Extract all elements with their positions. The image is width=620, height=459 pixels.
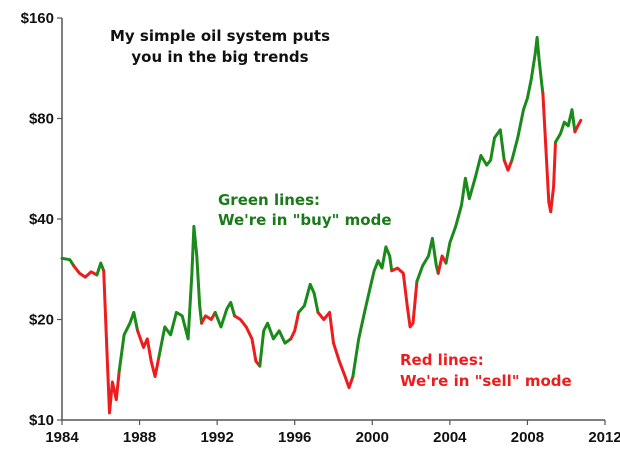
y-tick-label: $160 [21,10,54,27]
buy-mode-segment [351,245,394,378]
sell-mode-segment [72,264,99,279]
price-series [60,35,583,415]
y-tick-label: $10 [29,412,54,429]
headline-line-2: you in the big trends [131,48,308,66]
sell-mode-segment [233,314,262,368]
buy-mode-segment [444,128,506,265]
buy-mode-segment [157,224,204,358]
x-tick-label: 1984 [45,429,79,446]
x-tick-label: 1996 [278,429,311,446]
buy-mode-segment [510,35,545,162]
headline-line-1: My simple oil system puts [110,27,330,45]
sell-legend-title: Red lines: [400,351,484,369]
sell-mode-segment [136,329,161,378]
x-tick-label: 2004 [433,429,467,446]
x-axis-ticks: 1984 1988 1992 1996 2000 2004 2008 2012 [45,420,620,446]
x-tick-label: 2000 [356,429,389,446]
buy-legend-text: We're in "buy" mode [218,211,392,229]
sell-mode-segment [436,254,448,275]
sell-mode-segment [573,118,583,134]
y-tick-label: $40 [29,211,54,228]
buy-mode-segment [297,282,320,314]
sell-mode-segment [541,92,557,214]
buy-mode-segment [213,300,237,329]
buy-mode-segment [95,261,106,277]
sell-mode-segment [316,310,355,390]
x-tick-label: 1992 [200,429,233,446]
y-axis-ticks: $10 $20 $40 $80 $160 [21,10,62,429]
sell-mode-segment [289,310,301,341]
x-tick-label: 2012 [588,429,620,446]
sell-mode-segment [200,310,217,325]
sell-mode-segment [390,266,419,329]
buy-mode-segment [554,108,577,144]
sell-legend-text: We're in "sell" mode [400,372,572,390]
x-tick-label: 2008 [511,429,544,446]
y-tick-label: $80 [29,111,54,128]
sell-mode-segment [502,158,514,172]
x-tick-label: 1988 [123,429,156,446]
y-tick-label: $20 [29,312,54,329]
sell-mode-segment [102,269,121,415]
buy-mode-segment [117,310,140,373]
buy-legend-title: Green lines: [218,191,320,209]
buy-mode-segment [415,236,440,283]
buy-mode-segment [60,256,76,268]
buy-mode-segment [258,321,293,368]
